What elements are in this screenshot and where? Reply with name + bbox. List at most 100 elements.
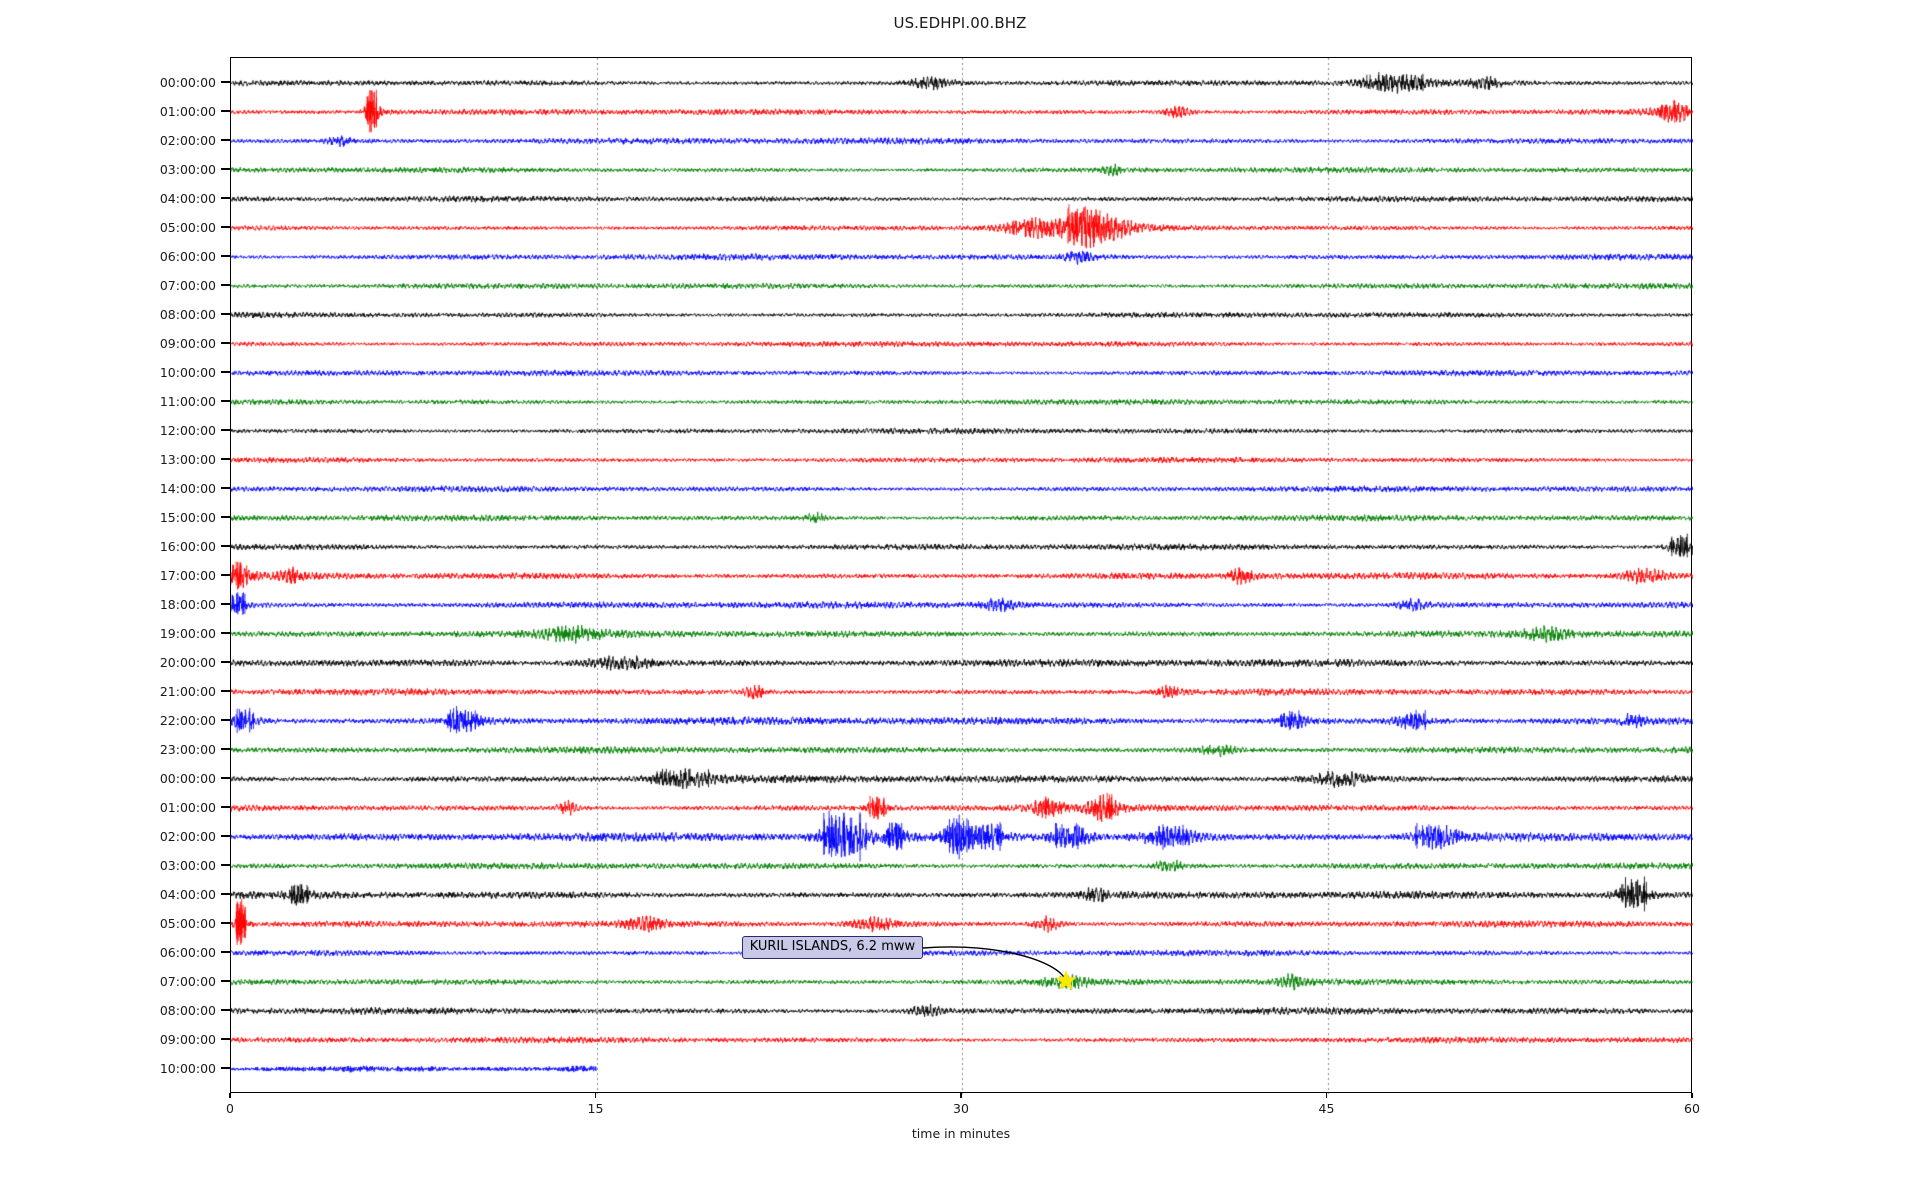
y-axis-tick-mark bbox=[221, 632, 230, 634]
y-axis-tick-mark bbox=[221, 1009, 230, 1011]
y-axis-tick-0: 00:00:00 bbox=[159, 74, 230, 90]
y-axis-tick-label: 01:00:00 bbox=[159, 799, 216, 815]
y-axis-tick-mark bbox=[221, 226, 230, 228]
page-title: US.EDHPI.00.BHZ bbox=[893, 14, 1027, 32]
y-axis-tick-mark bbox=[221, 777, 230, 779]
x-axis-tick-label: 60 bbox=[1684, 1101, 1700, 1116]
y-axis-tick-34: 10:00:00 bbox=[160, 1061, 230, 1076]
y-axis-tick-label: 02:00:00 bbox=[159, 132, 216, 148]
x-axis-tick-label: 0 bbox=[226, 1101, 234, 1116]
y-axis-tick-18: 18:00:00 bbox=[159, 596, 230, 612]
y-axis-tick-20: 20:00:00 bbox=[159, 654, 230, 670]
y-axis-tick-mark bbox=[221, 1038, 230, 1040]
y-axis-tick-4: 04:00:00 bbox=[159, 190, 230, 206]
y-axis-tick-mark bbox=[221, 980, 230, 982]
y-axis-tick-mark bbox=[221, 458, 230, 460]
y-axis-tick-label: 15:00:00 bbox=[159, 509, 216, 525]
y-axis-tick-mark bbox=[221, 255, 230, 257]
y-axis-tick-mark bbox=[221, 516, 230, 518]
y-axis-tick-27: 03:00:00 bbox=[159, 857, 230, 873]
y-axis-tick-28: 04:00:00 bbox=[159, 886, 230, 902]
y-axis-tick-mark bbox=[221, 835, 230, 837]
y-axis-tick-label: 09:00:00 bbox=[159, 1031, 216, 1047]
y-axis-tick-8: 08:00:00 bbox=[159, 306, 230, 322]
y-axis-tick-3: 03:00:00 bbox=[160, 162, 230, 177]
y-axis-tick-label: 21:00:00 bbox=[159, 683, 216, 699]
y-axis-tick-mark bbox=[221, 864, 230, 866]
y-axis-tick-17: 17:00:00 bbox=[160, 568, 230, 583]
y-axis-tick-mark bbox=[221, 81, 230, 83]
y-axis-tick-6: 06:00:00 bbox=[159, 248, 230, 264]
y-axis-tick-label: 06:00:00 bbox=[159, 248, 216, 264]
y-axis-tick-label: 03:00:00 bbox=[159, 857, 216, 873]
y-axis-tick-24: 00:00:00 bbox=[160, 771, 230, 786]
y-axis-tick-mark bbox=[221, 690, 230, 692]
y-axis-tick-mark bbox=[221, 661, 230, 663]
y-axis-tick-label: 16:00:00 bbox=[159, 538, 216, 554]
y-axis-tick-mark bbox=[221, 719, 230, 721]
y-axis-time-labels: 00:00:00 01:00:00 02:00:00 03:00:00 04:00:00… bbox=[0, 57, 230, 1093]
y-axis-tick-mark bbox=[221, 197, 230, 199]
x-axis-tick-30: 30 bbox=[953, 1093, 969, 1116]
y-axis-tick-label: 13:00:00 bbox=[159, 451, 216, 467]
y-axis-tick-25: 01:00:00 bbox=[159, 799, 230, 815]
y-axis-tick-mark bbox=[221, 951, 230, 953]
y-axis-tick-label: 04:00:00 bbox=[159, 190, 216, 206]
y-axis-tick-mark bbox=[221, 168, 230, 170]
y-axis-tick-label: 20:00:00 bbox=[159, 654, 216, 670]
y-axis-tick-12: 12:00:00 bbox=[159, 422, 230, 438]
y-axis-tick-label: 12:00:00 bbox=[159, 422, 216, 438]
y-axis-tick-31: 07:00:00 bbox=[159, 973, 230, 989]
y-axis-tick-mark bbox=[221, 371, 230, 373]
y-axis-tick-label: 07:00:00 bbox=[159, 973, 216, 989]
y-axis-tick-mark bbox=[221, 284, 230, 286]
y-axis-tick-mark bbox=[221, 1067, 230, 1069]
y-axis-tick-label: 09:00:00 bbox=[159, 335, 216, 351]
y-axis-tick-1: 01:00:00 bbox=[160, 104, 230, 119]
y-axis-tick-32: 08:00:00 bbox=[159, 1002, 230, 1018]
y-axis-tick-13: 13:00:00 bbox=[159, 451, 230, 467]
y-axis-tick-label: 10:00:00 bbox=[159, 364, 216, 380]
y-axis-tick-label: 14:00:00 bbox=[159, 480, 216, 496]
y-axis-tick-10: 10:00:00 bbox=[159, 364, 230, 380]
y-axis-tick-label: 00:00:00 bbox=[159, 74, 216, 90]
y-axis-tick-26: 02:00:00 bbox=[159, 828, 230, 844]
x-axis-tick-label: 30 bbox=[953, 1101, 969, 1116]
y-axis-tick-label: 19:00:00 bbox=[159, 625, 216, 641]
y-axis-tick-mark bbox=[221, 545, 230, 547]
y-axis-tick-label: 02:00:00 bbox=[159, 828, 216, 844]
y-axis-tick-mark bbox=[221, 922, 230, 924]
y-axis-tick-mark bbox=[221, 574, 230, 576]
x-axis-tick-mark bbox=[594, 1093, 597, 1098]
y-axis-tick-33: 09:00:00 bbox=[159, 1031, 230, 1047]
y-axis-tick-label: 11:00:00 bbox=[159, 393, 216, 409]
y-axis-tick-11: 11:00:00 bbox=[159, 393, 230, 409]
x-axis-tick-label: 45 bbox=[1318, 1101, 1335, 1116]
x-axis-tick-0: 0 bbox=[226, 1093, 234, 1116]
helicorder-plot-area[interactable] bbox=[230, 57, 1693, 1094]
y-axis-tick-label: 18:00:00 bbox=[159, 596, 216, 612]
y-axis-tick-label: 08:00:00 bbox=[159, 306, 216, 322]
y-axis-tick-mark bbox=[221, 806, 230, 808]
y-axis-tick-mark bbox=[221, 893, 230, 895]
event-annotation-label[interactable]: KURIL ISLANDS, 6.2 mww bbox=[741, 936, 924, 959]
y-axis-tick-mark bbox=[221, 139, 230, 141]
x-axis-tick-45: 45 bbox=[1318, 1093, 1335, 1116]
y-axis-tick-mark bbox=[221, 313, 230, 315]
y-axis-tick-label: 08:00:00 bbox=[159, 1002, 216, 1018]
y-axis-tick-9: 09:00:00 bbox=[159, 335, 230, 351]
y-axis-tick-23: 23:00:00 bbox=[160, 742, 230, 757]
y-axis-tick-label: 05:00:00 bbox=[159, 915, 216, 931]
y-axis-tick-label: 04:00:00 bbox=[159, 886, 216, 902]
y-axis-tick-label: 22:00:00 bbox=[159, 712, 216, 728]
y-axis-tick-label: 06:00:00 bbox=[159, 944, 216, 960]
x-axis-tick-label: 15 bbox=[587, 1101, 604, 1116]
x-axis-tick-mark bbox=[229, 1093, 231, 1098]
y-axis-tick-16: 16:00:00 bbox=[159, 538, 230, 554]
y-axis-tick-mark bbox=[221, 603, 230, 605]
y-axis-tick-mark bbox=[221, 342, 230, 344]
y-axis-tick-mark bbox=[221, 400, 230, 402]
y-axis-tick-5: 05:00:00 bbox=[160, 220, 230, 235]
x-axis-tick-mark bbox=[1691, 1093, 1693, 1098]
